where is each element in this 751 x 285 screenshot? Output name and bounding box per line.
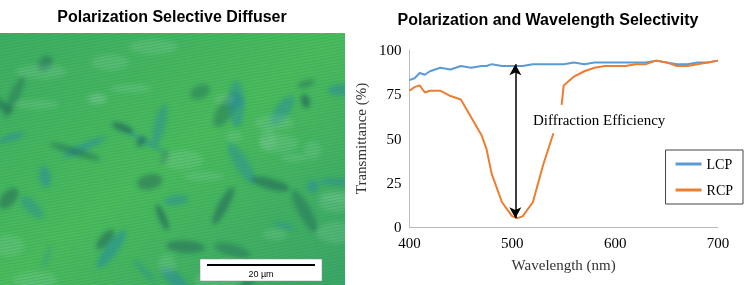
svg-text:0: 0 xyxy=(394,219,402,235)
svg-text:Diffraction Efficiency: Diffraction Efficiency xyxy=(533,112,666,128)
svg-text:100: 100 xyxy=(379,42,402,58)
svg-text:75: 75 xyxy=(386,86,401,102)
svg-text:400: 400 xyxy=(398,235,421,251)
svg-text:50: 50 xyxy=(386,131,401,147)
svg-text:500: 500 xyxy=(501,235,524,251)
svg-text:600: 600 xyxy=(604,235,627,251)
svg-text:25: 25 xyxy=(386,175,401,191)
svg-text:Polarization and Wavelength Se: Polarization and Wavelength Selectivity xyxy=(398,11,699,28)
svg-text:700: 700 xyxy=(707,235,730,251)
svg-text:Wavelength (nm): Wavelength (nm) xyxy=(512,257,616,274)
svg-text:Polarization Selective Diffuse: Polarization Selective Diffuser xyxy=(57,8,286,25)
svg-text:20 µm: 20 µm xyxy=(248,269,273,279)
svg-text:Transmittance (%): Transmittance (%) xyxy=(353,83,370,195)
svg-text:LCP: LCP xyxy=(707,157,733,172)
svg-text:RCP: RCP xyxy=(707,183,734,198)
